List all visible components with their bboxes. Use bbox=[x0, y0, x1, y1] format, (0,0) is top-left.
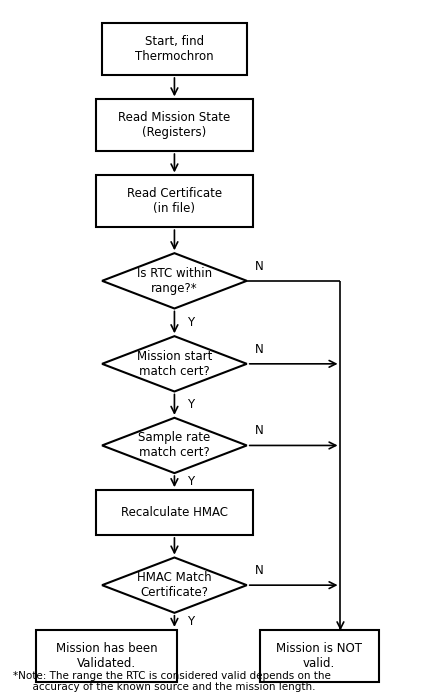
Text: Mission has been
Validated.: Mission has been Validated. bbox=[56, 642, 157, 670]
Text: Mission is NOT
valid.: Mission is NOT valid. bbox=[276, 642, 362, 670]
FancyBboxPatch shape bbox=[95, 99, 253, 151]
Text: Y: Y bbox=[187, 615, 194, 628]
Text: Read Mission State
(Registers): Read Mission State (Registers) bbox=[118, 111, 230, 139]
FancyBboxPatch shape bbox=[36, 630, 177, 682]
Text: *Note: The range the RTC is considered valid depends on the
      accuracy of th: *Note: The range the RTC is considered v… bbox=[13, 671, 331, 692]
Text: HMAC Match
Certificate?: HMAC Match Certificate? bbox=[137, 571, 212, 599]
Text: Sample rate
match cert?: Sample rate match cert? bbox=[138, 431, 210, 459]
Text: Is RTC within
range?*: Is RTC within range?* bbox=[137, 267, 212, 295]
Text: N: N bbox=[255, 424, 264, 437]
Text: N: N bbox=[255, 342, 264, 356]
Text: Y: Y bbox=[187, 316, 194, 329]
Polygon shape bbox=[102, 253, 247, 309]
FancyBboxPatch shape bbox=[102, 23, 247, 75]
Text: N: N bbox=[255, 260, 264, 272]
Text: Start, find
Thermochron: Start, find Thermochron bbox=[135, 35, 214, 63]
Text: Y: Y bbox=[187, 475, 194, 488]
Text: Mission start
match cert?: Mission start match cert? bbox=[137, 350, 212, 378]
Polygon shape bbox=[102, 557, 247, 612]
FancyBboxPatch shape bbox=[95, 176, 253, 228]
Polygon shape bbox=[102, 336, 247, 391]
Text: Read Certificate
(in file): Read Certificate (in file) bbox=[127, 188, 222, 216]
Polygon shape bbox=[102, 418, 247, 473]
FancyBboxPatch shape bbox=[95, 490, 253, 535]
Text: Y: Y bbox=[187, 398, 194, 411]
Text: N: N bbox=[255, 564, 264, 577]
Text: Recalculate HMAC: Recalculate HMAC bbox=[121, 506, 228, 519]
FancyBboxPatch shape bbox=[260, 630, 379, 682]
